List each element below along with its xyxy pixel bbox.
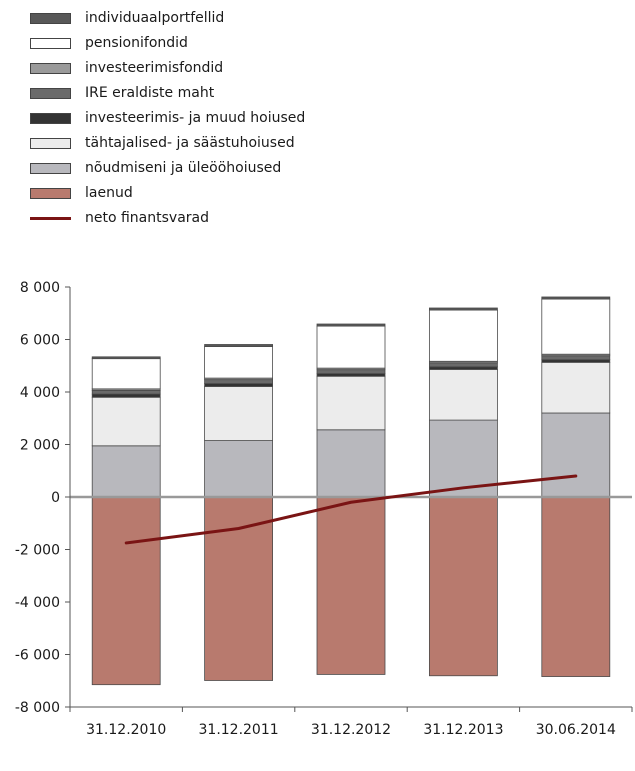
legend-label: investeerimisfondid bbox=[85, 60, 224, 76]
bar-tahtajalised-ja-saastuhoiused bbox=[428, 369, 498, 421]
legend-label: neto finantsvarad bbox=[85, 210, 210, 226]
y-tick-label: 4 000 bbox=[20, 385, 60, 401]
bar-investeerimis-ja-muud-hoiused bbox=[91, 393, 161, 398]
bar-ire-eraldiste-maht bbox=[541, 355, 611, 361]
legend-label: laenud bbox=[85, 185, 133, 201]
y-tick-label: -6 000 bbox=[15, 648, 60, 664]
x-tick-label: 31.12.2010 bbox=[86, 722, 166, 738]
bar-tahtajalised-ja-saastuhoiused bbox=[541, 361, 611, 414]
y-tick-label: 8 000 bbox=[20, 280, 60, 296]
legend-item-individuaalportfellid: individuaalportfellid bbox=[30, 6, 590, 31]
legend-item-tahtajalised-ja-saastuhoiused: tähtajalised- ja säästuhoiused bbox=[30, 131, 590, 156]
bar-ire-eraldiste-maht bbox=[428, 362, 498, 368]
legend-label: nõudmiseni ja üleööhoiused bbox=[85, 160, 282, 176]
bar-pensionifondid bbox=[428, 309, 498, 362]
bar-laenud bbox=[428, 496, 498, 677]
bar-ire-eraldiste-maht bbox=[204, 379, 274, 384]
bar-individuaalportfellid bbox=[316, 323, 386, 327]
bar-individuaalportfellid bbox=[91, 356, 161, 360]
bar-laenud bbox=[204, 496, 274, 681]
bar-laenud bbox=[541, 496, 611, 677]
legend-swatch bbox=[30, 13, 71, 24]
legend-item-neto-finantsvarad: neto finantsvarad bbox=[30, 206, 590, 231]
legend-swatch bbox=[30, 163, 71, 174]
x-tick-label: 31.12.2012 bbox=[311, 722, 391, 738]
bar-individuaalportfellid bbox=[204, 344, 274, 347]
y-tick-label: 0 bbox=[51, 490, 60, 506]
bar-tahtajalised-ja-saastuhoiused bbox=[91, 396, 161, 447]
legend: individuaalportfellid pensionifondid inves… bbox=[30, 6, 590, 231]
legend-label: investeerimis- ja muud hoiused bbox=[85, 110, 306, 126]
legend-label: IRE eraldiste maht bbox=[85, 85, 215, 101]
bar-tahtajalised-ja-saastuhoiused bbox=[204, 386, 274, 441]
bar-individuaalportfellid bbox=[428, 307, 498, 311]
legend-swatch bbox=[30, 188, 71, 199]
bar-laenud bbox=[91, 496, 161, 686]
bar-laenud bbox=[316, 496, 386, 675]
x-tick-label: 31.12.2013 bbox=[423, 722, 503, 738]
y-tick-label: -2 000 bbox=[15, 543, 60, 559]
x-tick-label: 31.12.2011 bbox=[199, 722, 279, 738]
legend-label: tähtajalised- ja säästuhoiused bbox=[85, 135, 295, 151]
legend-label: individuaalportfellid bbox=[85, 10, 225, 26]
legend-item-laenud: laenud bbox=[30, 181, 590, 206]
legend-item-investeerimis-ja-muud-hoiused: investeerimis- ja muud hoiused bbox=[30, 106, 590, 131]
bar-noudmiseni-ja-uleoohoiused bbox=[541, 412, 611, 498]
legend-swatch bbox=[30, 138, 71, 149]
bar-ire-eraldiste-maht bbox=[91, 390, 161, 395]
x-tick-label: 30.06.2014 bbox=[536, 722, 616, 738]
y-tick-label: -8 000 bbox=[15, 700, 60, 716]
bar-pensionifondid bbox=[541, 298, 611, 355]
chart: 8 000 6 000 4 000 2 000 0 -2 000 -4 000 -6 000 -… bbox=[15, 280, 633, 738]
bar-ire-eraldiste-maht bbox=[316, 369, 386, 375]
line-neto-finantsvarad bbox=[124, 474, 578, 545]
legend-label: pensionifondid bbox=[85, 35, 188, 51]
y-tick-label: 6 000 bbox=[20, 333, 60, 349]
legend-swatch bbox=[30, 217, 71, 220]
bar-noudmiseni-ja-uleoohoiused bbox=[316, 429, 386, 498]
bar-pensionifondid bbox=[316, 325, 386, 369]
legend-item-ire-eraldiste-maht: IRE eraldiste maht bbox=[30, 81, 590, 106]
bar-pensionifondid bbox=[91, 358, 161, 390]
legend-item-noudmiseni-ja-uleoohoiused: nõudmiseni ja üleööhoiused bbox=[30, 156, 590, 181]
y-tick-label: 2 000 bbox=[20, 438, 60, 454]
legend-swatch bbox=[30, 113, 71, 124]
legend-swatch bbox=[30, 63, 71, 74]
legend-item-investeerimisfondid: investeerimisfondid bbox=[30, 56, 590, 81]
legend-swatch bbox=[30, 88, 71, 99]
legend-swatch bbox=[30, 38, 71, 49]
bar-tahtajalised-ja-saastuhoiused bbox=[316, 375, 386, 431]
bar-noudmiseni-ja-uleoohoiused bbox=[91, 445, 161, 498]
y-tick-label: -4 000 bbox=[15, 595, 60, 611]
bar-investeerimis-ja-muud-hoiused bbox=[204, 383, 274, 387]
bar-noudmiseni-ja-uleoohoiused bbox=[204, 440, 274, 498]
legend-item-pensionifondid: pensionifondid bbox=[30, 31, 590, 56]
bar-pensionifondid bbox=[204, 346, 274, 379]
bar-individuaalportfellid bbox=[541, 296, 611, 300]
